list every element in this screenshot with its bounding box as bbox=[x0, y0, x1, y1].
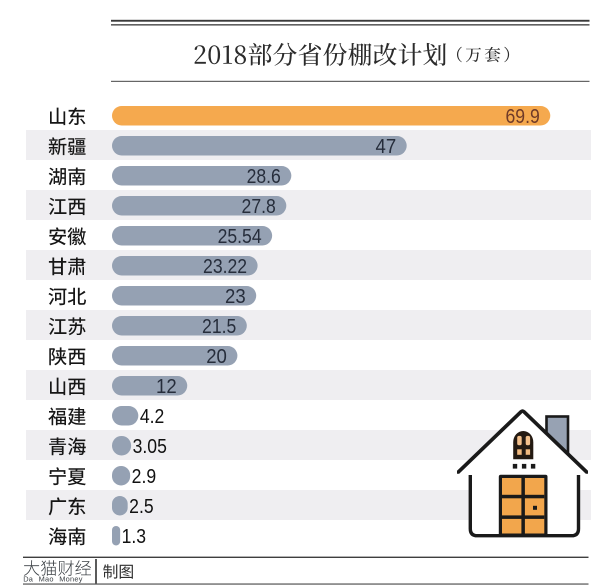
svg-text:12: 12 bbox=[156, 376, 177, 398]
svg-text:27.8: 27.8 bbox=[242, 196, 276, 218]
svg-text:2.9: 2.9 bbox=[132, 466, 156, 488]
svg-text:3.05: 3.05 bbox=[133, 436, 167, 458]
svg-text:1.3: 1.3 bbox=[122, 526, 146, 548]
svg-text:21.5: 21.5 bbox=[202, 316, 236, 338]
svg-text:47: 47 bbox=[376, 136, 397, 158]
svg-text:28.6: 28.6 bbox=[247, 166, 281, 188]
svg-text:23.22: 23.22 bbox=[203, 256, 247, 278]
svg-text:69.9: 69.9 bbox=[506, 106, 540, 128]
svg-text:Da Mao Money: Da Mao Money bbox=[23, 575, 83, 584]
svg-text:4.2: 4.2 bbox=[140, 406, 164, 428]
svg-text:25.54: 25.54 bbox=[218, 226, 262, 248]
svg-text:20: 20 bbox=[206, 346, 227, 368]
svg-text:2.5: 2.5 bbox=[129, 496, 153, 518]
svg-text:23: 23 bbox=[225, 286, 246, 308]
